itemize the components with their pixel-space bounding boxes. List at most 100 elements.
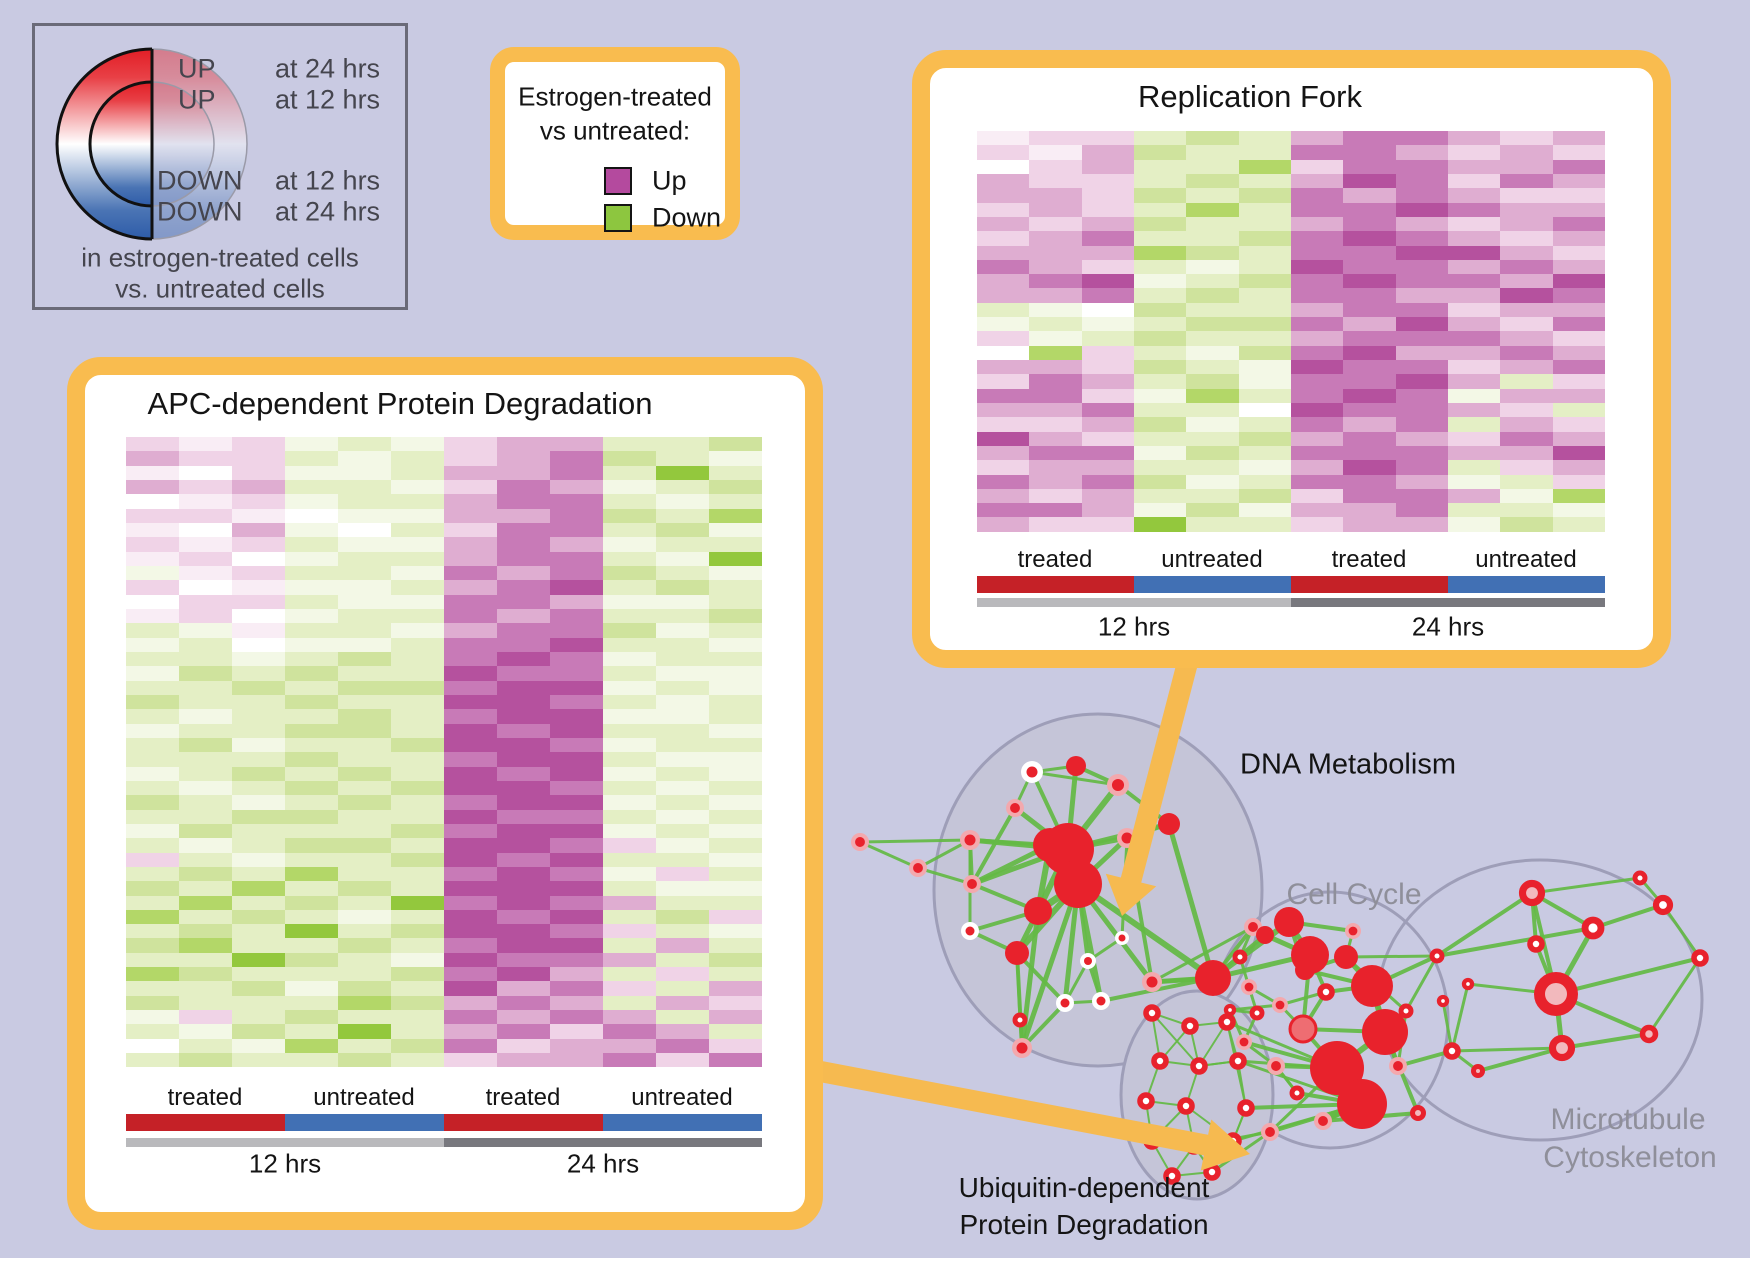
heatmap-cell bbox=[126, 608, 179, 624]
heatmap-cell bbox=[1343, 231, 1396, 246]
updown-legend-title-line2: vs untreated: bbox=[539, 115, 691, 146]
network-node bbox=[909, 859, 927, 877]
heatmap-cell bbox=[550, 780, 603, 796]
network-edge bbox=[1396, 1049, 1454, 1068]
heatmap-cell bbox=[550, 766, 603, 781]
heatmap-cell bbox=[1081, 388, 1134, 403]
heatmap-cell bbox=[126, 938, 179, 953]
heatmap-cell bbox=[126, 1053, 179, 1068]
heatmap-cell bbox=[603, 694, 656, 710]
heatmap-cell bbox=[1029, 503, 1082, 518]
arrow-to-dna-shaft bbox=[1119, 627, 1207, 887]
heatmap-cell bbox=[497, 623, 550, 638]
heatmap-cell bbox=[977, 360, 1030, 375]
heatmap-cell bbox=[179, 967, 232, 982]
heatmap-cell bbox=[391, 508, 444, 523]
heatmap-cell bbox=[391, 537, 444, 552]
heatmap-cell bbox=[656, 981, 709, 996]
heatmap-cell bbox=[1029, 388, 1082, 403]
network-edge bbox=[970, 806, 1017, 886]
heatmap-cell bbox=[1238, 245, 1291, 260]
heatmap-cell bbox=[1447, 460, 1501, 475]
heatmap-cell bbox=[126, 752, 179, 767]
heatmap-cell bbox=[1081, 431, 1134, 446]
network-node bbox=[1054, 860, 1102, 908]
heatmap-cell bbox=[444, 780, 497, 796]
network-node bbox=[1436, 994, 1450, 1008]
heatmap-cell bbox=[550, 694, 603, 710]
heatmap-cell bbox=[1133, 331, 1187, 346]
heatmap-cell bbox=[656, 1053, 709, 1068]
heatmap-cell bbox=[285, 838, 338, 853]
heatmap-cell bbox=[1552, 488, 1605, 504]
network-node bbox=[1092, 992, 1110, 1010]
heatmap-cell bbox=[1290, 331, 1344, 346]
heatmap-cell bbox=[1343, 460, 1396, 475]
heatmap-cell bbox=[1290, 245, 1344, 260]
heatmap-cell bbox=[1290, 259, 1344, 275]
heatmap-cell bbox=[1029, 360, 1082, 375]
heatmap-cell bbox=[1290, 345, 1344, 360]
heatmap-cell bbox=[179, 866, 232, 882]
heatmap-cell bbox=[391, 1010, 444, 1025]
rf-group-label-3: treated bbox=[1331, 546, 1407, 573]
heatmap-cell bbox=[444, 651, 497, 667]
heatmap-cell bbox=[656, 537, 709, 552]
heatmap-cell bbox=[1186, 131, 1239, 146]
heatmap-cell bbox=[1186, 274, 1239, 289]
heatmap-cell bbox=[709, 809, 762, 824]
heatmap-cell bbox=[603, 938, 656, 953]
heatmap-cell bbox=[179, 680, 232, 695]
heatmap-cell bbox=[977, 331, 1030, 346]
heatmap-cell bbox=[1447, 360, 1501, 375]
heatmap-cell bbox=[497, 752, 550, 767]
heatmap-cell bbox=[1395, 445, 1448, 461]
heatmap-cell bbox=[603, 838, 656, 853]
heatmap-cell bbox=[977, 131, 1030, 146]
heatmap-cell bbox=[391, 465, 444, 480]
heatmap-cell bbox=[1238, 402, 1291, 418]
heatmap-cell bbox=[1238, 216, 1291, 232]
replication-fork-title: Replication Fork bbox=[1138, 79, 1362, 114]
heatmap-cell bbox=[338, 823, 391, 839]
heatmap-cell bbox=[179, 709, 232, 724]
network-node bbox=[1289, 1085, 1305, 1101]
heatmap-cell bbox=[656, 809, 709, 824]
heatmap-cell bbox=[709, 938, 762, 953]
heatmap-cell bbox=[126, 580, 179, 595]
heatmap-cell bbox=[977, 274, 1030, 289]
network-edge bbox=[1404, 954, 1439, 1013]
heatmap-cell bbox=[126, 479, 179, 495]
heatmap-cell bbox=[603, 551, 656, 566]
heatmap-cell bbox=[656, 1024, 709, 1039]
heatmap-cell bbox=[1186, 145, 1239, 160]
heatmap-cell bbox=[444, 838, 497, 853]
heatmap-cell bbox=[709, 967, 762, 982]
heatmap-cell bbox=[179, 1053, 232, 1068]
heatmap-cell bbox=[497, 565, 550, 581]
heatmap-cell bbox=[179, 451, 232, 466]
heatmap-cell bbox=[656, 924, 709, 939]
heatmap-cell bbox=[1343, 417, 1396, 432]
heatmap-cell bbox=[232, 938, 285, 953]
heatmap-cell bbox=[285, 522, 338, 538]
heatmap-cell bbox=[709, 752, 762, 767]
heatmap-cell bbox=[1029, 331, 1082, 346]
network-node bbox=[1142, 972, 1162, 992]
heatmap-cell bbox=[550, 866, 603, 882]
heatmap-cell bbox=[285, 651, 338, 667]
heatmap-cell bbox=[1186, 216, 1239, 232]
heatmap-cell bbox=[232, 823, 285, 839]
heatmap-cell bbox=[232, 766, 285, 781]
down-color-swatch bbox=[604, 204, 632, 232]
heatmap-cell bbox=[1029, 288, 1082, 303]
network-node bbox=[960, 830, 980, 850]
network-edge bbox=[1344, 954, 1439, 959]
heatmap-cell bbox=[1186, 345, 1239, 360]
heatmap-cell bbox=[709, 838, 762, 853]
heatmap-cell bbox=[232, 809, 285, 824]
network-node bbox=[1274, 907, 1304, 937]
heatmap-cell bbox=[232, 1038, 285, 1054]
heatmap-cell bbox=[709, 1038, 762, 1054]
heatmap-cell bbox=[338, 537, 391, 552]
